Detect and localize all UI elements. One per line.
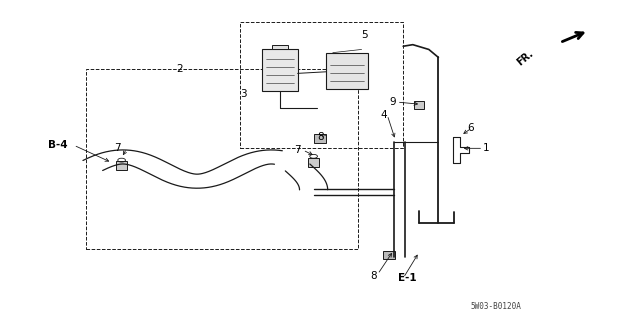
Text: 7: 7	[114, 143, 120, 153]
Text: 6: 6	[467, 122, 474, 133]
Text: 5: 5	[362, 30, 368, 40]
Text: 8: 8	[370, 271, 376, 281]
Text: E-1: E-1	[398, 273, 417, 283]
Text: 5W03-B0120A: 5W03-B0120A	[470, 302, 522, 311]
Text: 2: 2	[176, 63, 182, 74]
Bar	[240, 22, 403, 148]
Text: FR.: FR.	[515, 48, 535, 67]
Text: 4: 4	[381, 110, 387, 120]
Text: 7: 7	[294, 145, 301, 155]
Bar	[314, 134, 326, 143]
Bar	[326, 53, 368, 89]
Text: B-4: B-4	[48, 140, 68, 150]
Bar	[414, 101, 424, 109]
Text: 9: 9	[389, 97, 396, 107]
Bar	[262, 49, 298, 91]
Text: 3: 3	[240, 89, 246, 99]
Text: 1: 1	[483, 143, 490, 153]
Bar	[272, 45, 288, 49]
Bar	[86, 69, 358, 249]
Bar	[308, 158, 319, 167]
Bar	[383, 251, 395, 259]
Bar	[116, 161, 127, 170]
Text: 8: 8	[317, 132, 323, 142]
